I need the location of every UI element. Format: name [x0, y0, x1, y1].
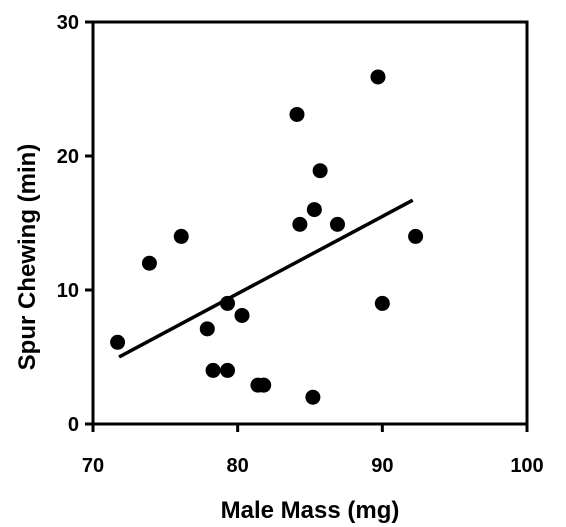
y-axis-title: Spur Chewing (min)	[14, 144, 41, 371]
y-tick-label: 0	[68, 414, 79, 436]
data-point	[305, 389, 321, 405]
data-point	[289, 106, 305, 122]
data-points	[110, 69, 424, 405]
trendline	[118, 198, 414, 359]
data-point	[220, 362, 236, 378]
y-tick-label: 20	[57, 146, 79, 168]
data-point	[312, 163, 328, 179]
data-point	[173, 228, 189, 244]
x-tick-label: 100	[510, 455, 543, 477]
x-tick-label: 70	[82, 455, 104, 477]
data-point	[234, 307, 250, 323]
trendline-layer	[118, 198, 414, 359]
data-point	[110, 334, 126, 350]
data-point	[408, 228, 424, 244]
plot-frame	[91, 20, 529, 426]
data-point	[220, 295, 236, 311]
data-point	[256, 377, 272, 393]
data-point	[329, 216, 345, 232]
y-tick-label: 10	[57, 280, 79, 302]
data-point	[141, 255, 157, 271]
data-point	[370, 69, 386, 85]
data-point	[205, 362, 221, 378]
x-tick-label: 90	[371, 455, 393, 477]
x-axis-ticks: 70 80 90 100	[82, 424, 544, 477]
x-axis-title: Male Mass (mg)	[221, 497, 400, 524]
data-point	[199, 321, 215, 337]
data-point	[306, 202, 322, 218]
x-tick-label: 80	[227, 455, 249, 477]
data-point	[292, 216, 308, 232]
y-tick-label: 30	[57, 12, 79, 34]
y-axis-ticks: 0 10 20 30	[57, 12, 93, 436]
data-point	[374, 295, 390, 311]
